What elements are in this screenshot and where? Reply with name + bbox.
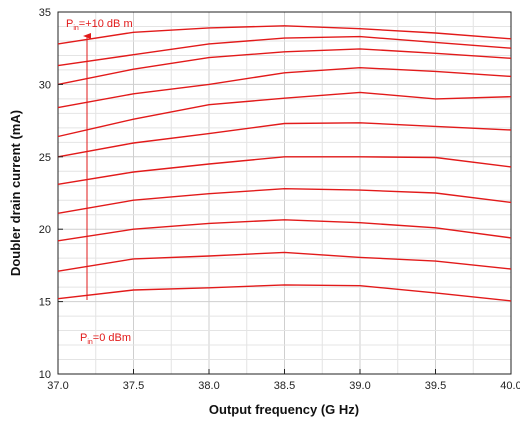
series-line-5 <box>57 156 512 185</box>
x-tick-label: 40.0 <box>500 380 520 392</box>
series-line-7 <box>57 91 512 138</box>
series-line-3 <box>57 219 512 242</box>
y-tick-label: 20 <box>39 224 51 236</box>
annotation-top-p: P <box>66 18 73 30</box>
y-axis-title: Doubler drain current (mA) <box>8 110 23 276</box>
annotation-bottom-p: P <box>80 332 87 344</box>
series-group <box>57 25 512 302</box>
x-tick-label: 37.5 <box>123 380 144 392</box>
annotation-bottom-sub: in <box>87 339 93 346</box>
annotation-bottom: Pin=0 dBm <box>80 332 131 346</box>
series-line-10 <box>57 35 512 67</box>
series-line-4 <box>57 187 512 214</box>
x-tick-label: 37.0 <box>47 380 68 392</box>
y-tick-label: 30 <box>39 79 51 91</box>
series-line-1 <box>57 284 512 302</box>
series-line-11 <box>57 25 512 45</box>
y-tick-label: 35 <box>39 7 51 19</box>
series-line-6 <box>57 122 512 158</box>
y-axis-ticks: 10 15 20 25 30 35 <box>39 7 63 381</box>
annotation-top-sub: in <box>73 25 79 32</box>
x-tick-label: 38.5 <box>274 380 295 392</box>
annotation-top-suffix: =+10 dB m <box>79 18 133 30</box>
x-tick-label: 38.0 <box>198 380 219 392</box>
y-tick-label: 10 <box>39 369 51 381</box>
x-tick-label: 39.0 <box>349 380 370 392</box>
series-line-2 <box>57 251 512 272</box>
y-tick-label: 15 <box>39 297 51 309</box>
x-axis-title: Output frequency (G Hz) <box>209 402 359 417</box>
grid <box>58 12 511 374</box>
x-axis-ticks: 37.0 37.5 38.0 38.5 39.0 39.5 40.0 <box>47 369 520 392</box>
series-line-9 <box>57 48 512 86</box>
annotation-top: Pin=+10 dB m <box>66 18 133 32</box>
x-tick-label: 39.5 <box>425 380 446 392</box>
series-line-8 <box>57 66 512 109</box>
annotation-bottom-suffix: =0 dBm <box>93 332 131 344</box>
y-tick-label: 25 <box>39 152 51 164</box>
